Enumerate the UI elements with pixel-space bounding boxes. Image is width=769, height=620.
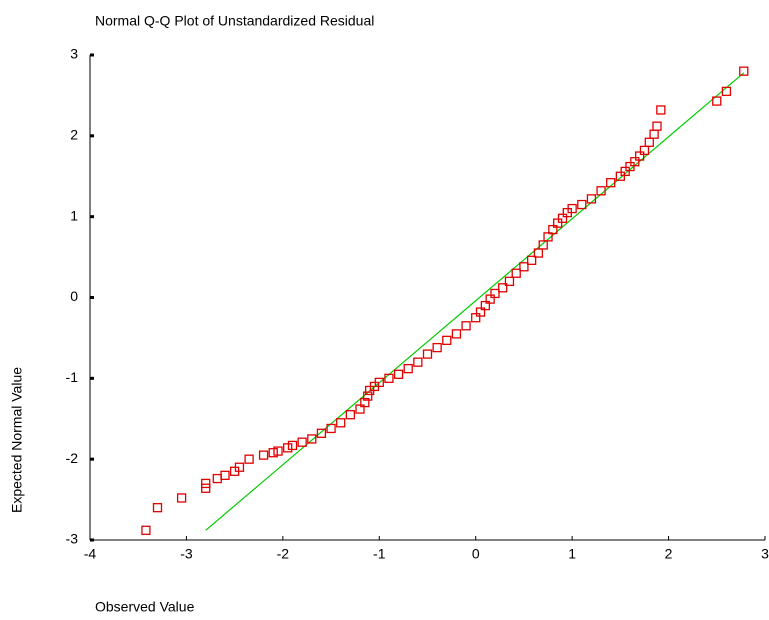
point bbox=[268, 448, 278, 458]
point bbox=[212, 473, 222, 484]
point bbox=[519, 262, 529, 272]
point bbox=[656, 105, 666, 115]
point bbox=[644, 137, 654, 147]
x-axis-label: Observed Value bbox=[95, 599, 195, 615]
point bbox=[283, 443, 293, 453]
point bbox=[244, 454, 254, 464]
point bbox=[307, 434, 317, 444]
point bbox=[475, 307, 486, 317]
point bbox=[634, 151, 645, 161]
point bbox=[461, 321, 471, 331]
x-tick-label: 1 bbox=[568, 546, 576, 562]
point bbox=[620, 166, 630, 177]
x-tick-label: -4 bbox=[84, 546, 97, 562]
point bbox=[490, 288, 500, 299]
point bbox=[480, 300, 491, 311]
point bbox=[297, 437, 307, 447]
point bbox=[652, 121, 662, 131]
point bbox=[360, 397, 370, 408]
point bbox=[336, 418, 346, 428]
point bbox=[273, 446, 283, 456]
point bbox=[258, 450, 269, 460]
point bbox=[649, 129, 659, 139]
point bbox=[141, 525, 151, 535]
point bbox=[374, 377, 384, 388]
point bbox=[326, 423, 336, 434]
point bbox=[504, 276, 515, 286]
point bbox=[422, 349, 433, 359]
reference-line bbox=[205, 72, 745, 531]
point bbox=[630, 157, 640, 167]
y-tick-label: -2 bbox=[66, 450, 79, 466]
y-tick-label: -1 bbox=[66, 369, 79, 385]
point bbox=[538, 240, 548, 250]
point bbox=[606, 178, 616, 188]
y-tick-label: 2 bbox=[70, 127, 78, 143]
point bbox=[485, 294, 495, 304]
point bbox=[345, 410, 356, 420]
point bbox=[201, 478, 211, 489]
point bbox=[586, 194, 597, 204]
point bbox=[201, 483, 211, 493]
point bbox=[234, 462, 245, 472]
point bbox=[451, 329, 462, 339]
point bbox=[432, 342, 442, 353]
point bbox=[567, 203, 577, 214]
point bbox=[220, 470, 230, 480]
point bbox=[287, 440, 298, 451]
y-tick-label: 0 bbox=[70, 288, 78, 304]
y-tick-label: -3 bbox=[66, 531, 79, 547]
x-tick-label: 2 bbox=[665, 546, 673, 562]
point bbox=[442, 335, 452, 345]
point bbox=[739, 66, 749, 76]
point bbox=[533, 248, 544, 258]
point bbox=[721, 86, 732, 97]
point bbox=[577, 199, 587, 210]
point bbox=[471, 313, 481, 323]
chart-title: Normal Q-Q Plot of Unstandardized Residu… bbox=[95, 13, 374, 29]
x-tick-label: 3 bbox=[761, 546, 769, 562]
point bbox=[393, 369, 404, 379]
point bbox=[511, 268, 521, 278]
x-tick-label: -1 bbox=[373, 546, 386, 562]
x-tick-label: 0 bbox=[472, 546, 480, 562]
point bbox=[543, 232, 553, 242]
point bbox=[152, 503, 163, 513]
point bbox=[553, 218, 563, 228]
point bbox=[176, 493, 187, 503]
y-axis-label: Expected Normal Value bbox=[9, 367, 25, 513]
point bbox=[384, 373, 394, 383]
y-tick-label: 3 bbox=[70, 46, 78, 62]
point bbox=[615, 171, 626, 181]
point bbox=[526, 255, 537, 265]
point bbox=[712, 96, 722, 106]
y-tick-label: 1 bbox=[70, 207, 78, 223]
point bbox=[316, 428, 327, 438]
point bbox=[498, 283, 508, 293]
point bbox=[557, 213, 568, 223]
x-tick-label: -2 bbox=[277, 546, 290, 562]
point bbox=[413, 357, 423, 367]
point bbox=[363, 391, 373, 401]
point bbox=[639, 145, 650, 156]
point bbox=[625, 161, 635, 172]
point bbox=[403, 363, 413, 374]
point bbox=[355, 404, 365, 414]
point bbox=[548, 224, 558, 235]
x-tick-label: -3 bbox=[180, 546, 193, 562]
point bbox=[596, 186, 606, 196]
